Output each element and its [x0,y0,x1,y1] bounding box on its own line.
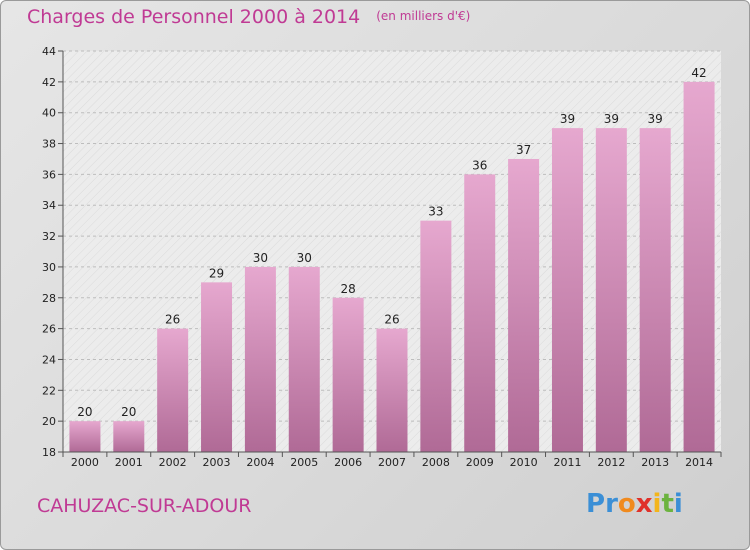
commune-name: CAHUZAC-SUR-ADOUR [37,495,252,517]
y-tick-label: 34 [42,199,56,212]
bar-2001 [113,421,145,452]
x-tick-label: 2010 [510,456,538,469]
x-tick-label: 2003 [203,456,231,469]
bar-2013 [639,128,671,452]
data-label: 20 [77,405,92,419]
x-tick-label: 2004 [246,456,274,469]
x-tick-label: 2007 [378,456,406,469]
bar-2006 [332,297,364,452]
x-tick-label: 2009 [466,456,494,469]
logo-letter: t [661,489,674,519]
y-tick-label: 20 [42,415,56,428]
y-tick-label: 44 [42,45,56,58]
y-tick-label: 38 [42,138,56,151]
data-label: 30 [297,251,312,265]
proxiti-logo: Proxiti [586,489,683,519]
bar-2012 [595,128,627,452]
logo-letter: i [673,489,683,519]
y-tick-label: 36 [42,168,56,181]
chart-title: Charges de Personnel 2000 à 2014 (en mill… [27,6,471,28]
x-tick-label: 2000 [71,456,99,469]
data-label: 26 [165,313,180,327]
data-label: 39 [604,112,619,126]
data-label: 29 [209,266,224,280]
x-tick-label: 2013 [641,456,669,469]
bar-2014 [683,81,715,452]
x-tick-label: 2005 [290,456,318,469]
x-tick-label: 2011 [553,456,581,469]
data-label: 26 [384,313,399,327]
y-tick-label: 40 [42,107,56,120]
y-tick-label: 30 [42,261,56,274]
y-tick-label: 32 [42,230,56,243]
x-tick-label: 2012 [597,456,625,469]
x-tick-label: 2008 [422,456,450,469]
y-tick-label: 18 [42,446,56,459]
logo-letter: x [635,489,653,519]
bar-2005 [288,266,320,452]
data-label: 39 [560,112,575,126]
bar-2010 [508,158,540,452]
chart-subtitle: (en milliers d'€) [376,9,471,23]
logo-letter: r [605,489,618,519]
x-tick-label: 2006 [334,456,362,469]
bar-2000 [69,421,101,452]
x-tick-label: 2014 [685,456,713,469]
bar-2011 [551,128,583,452]
bar-2007 [376,328,408,452]
x-tick-label: 2002 [159,456,187,469]
data-label: 37 [516,143,531,157]
bar-2002 [157,328,189,452]
logo-letter: P [586,489,606,519]
bar-2004 [244,266,276,452]
y-tick-label: 28 [42,292,56,305]
data-label: 42 [691,66,706,80]
y-tick-label: 26 [42,323,56,336]
data-label: 36 [472,158,487,172]
data-label: 28 [340,282,355,296]
logo-letter: i [652,489,662,519]
y-tick-label: 22 [42,384,56,397]
bar-2003 [201,282,233,452]
logo-letter: o [617,489,636,519]
data-label: 30 [253,251,268,265]
bar-2008 [420,220,452,452]
data-label: 33 [428,205,443,219]
data-label: 20 [121,405,136,419]
bar-2009 [464,174,496,452]
x-tick-label: 2001 [115,456,143,469]
y-tick-label: 24 [42,353,56,366]
data-label: 39 [648,112,663,126]
y-tick-label: 42 [42,76,56,89]
